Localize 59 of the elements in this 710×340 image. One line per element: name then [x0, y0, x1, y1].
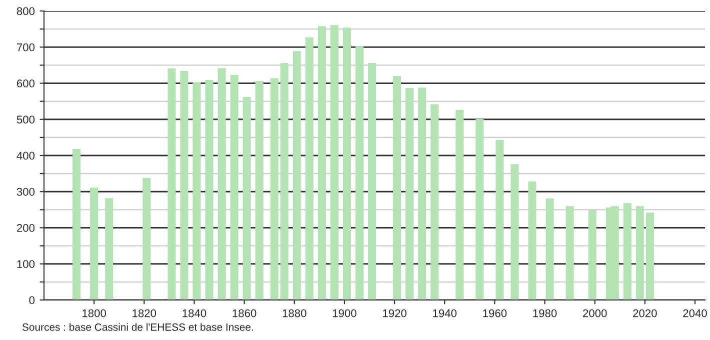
bar [476, 119, 484, 300]
bar [342, 28, 351, 300]
x-tick-label: 1880 [282, 309, 306, 318]
bar [566, 206, 574, 300]
x-tick-label: 1840 [182, 309, 206, 318]
x-tick-label: 2040 [683, 309, 707, 318]
x-tick-label: 2020 [633, 309, 657, 318]
x-tick-label: 1900 [332, 309, 356, 318]
bar [546, 198, 554, 300]
bar [318, 26, 326, 300]
bar [230, 74, 238, 300]
bar [242, 96, 251, 300]
y-tick-label: 800 [16, 7, 35, 16]
x-tick-label: 1980 [533, 309, 557, 318]
x-tick-label: 1940 [433, 309, 457, 318]
x-tick-label: 2000 [583, 309, 607, 318]
bar [623, 203, 632, 300]
bar [510, 164, 519, 300]
bar [418, 88, 426, 300]
bar [588, 210, 596, 300]
bar [368, 63, 376, 300]
bar [72, 148, 81, 300]
y-tick-label: 700 [17, 43, 35, 52]
bar [496, 140, 504, 300]
bar [406, 88, 414, 300]
x-tick-label: 1860 [232, 309, 256, 318]
bar [280, 63, 288, 300]
y-tick-label: 200 [16, 224, 35, 232]
y-tick-label: 0 [29, 296, 35, 304]
bar [270, 78, 278, 300]
bar [355, 46, 364, 300]
bar [330, 25, 338, 300]
bar [218, 68, 226, 300]
bar [168, 68, 176, 300]
bar [180, 70, 188, 300]
bar [528, 182, 536, 300]
bar [393, 76, 402, 300]
bar [192, 82, 201, 300]
y-tick-label: 600 [17, 80, 35, 88]
bar [292, 51, 301, 300]
y-tick-label: 500 [16, 116, 35, 124]
y-tick-label: 100 [17, 260, 35, 268]
x-tick-label: 1960 [483, 309, 507, 318]
bar [646, 212, 654, 300]
y-tick-label: 300 [16, 188, 35, 196]
bar [142, 178, 151, 300]
bar [305, 37, 314, 300]
bar [105, 198, 114, 300]
bar [90, 188, 98, 300]
x-tick-label: 1920 [383, 309, 406, 318]
bar [205, 80, 214, 300]
bar [255, 81, 264, 300]
y-tick-label: 400 [16, 152, 35, 160]
bar [636, 206, 644, 300]
source-note: Sources : base Cassini de l'EHESS et base Insee. [22, 323, 253, 331]
x-tick-label: 1800 [82, 309, 106, 318]
bar [456, 110, 464, 300]
bar [430, 104, 439, 300]
x-tick-label: 1820 [132, 309, 156, 318]
